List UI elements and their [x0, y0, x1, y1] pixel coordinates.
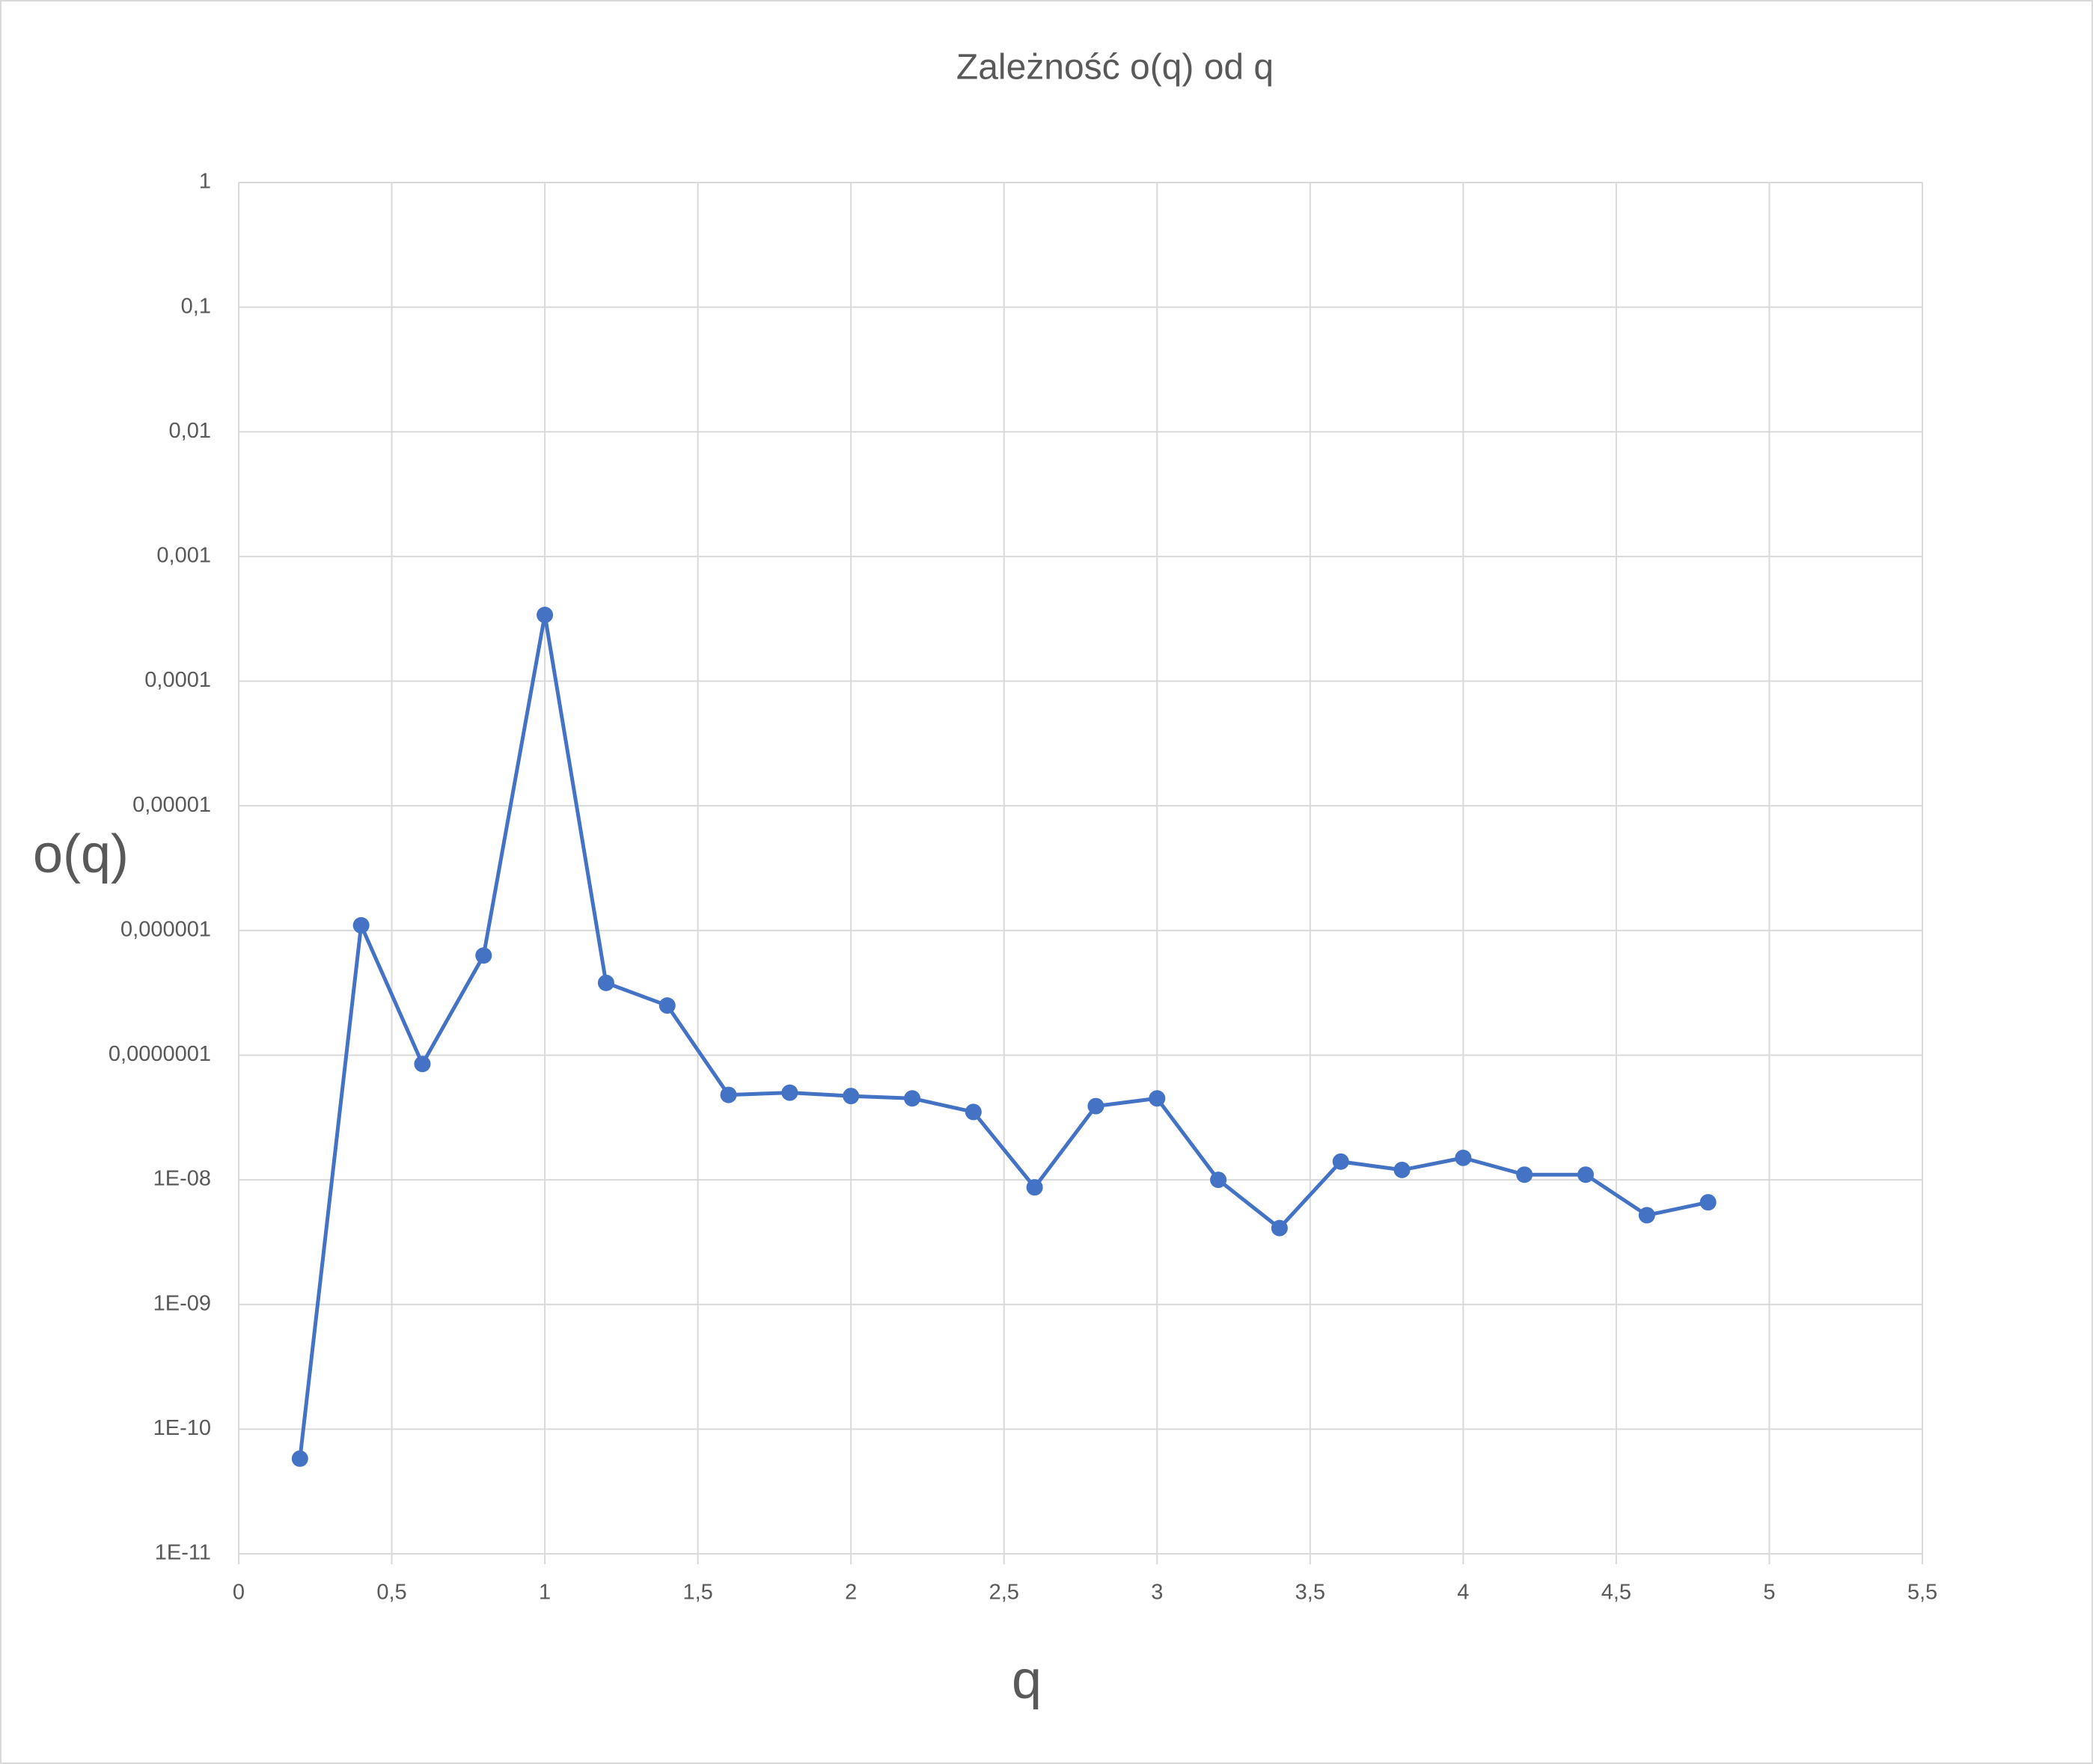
x-tick-label: 3	[1151, 1581, 1163, 1605]
y-tick-label: 0,01	[169, 419, 211, 443]
data-point	[1332, 1153, 1349, 1170]
x-axis-label: q	[1012, 1650, 1042, 1710]
x-tick-label: 4	[1457, 1581, 1469, 1605]
data-point	[352, 916, 370, 934]
data-point	[1516, 1166, 1533, 1183]
x-tick-label: 2,5	[989, 1581, 1019, 1605]
data-point	[537, 606, 554, 623]
y-tick-label: 1E-08	[153, 1167, 211, 1191]
y-tick-label: 1E-09	[153, 1291, 211, 1315]
y-axis-label: o(q)	[33, 824, 129, 884]
x-tick-label: 3,5	[1295, 1581, 1325, 1605]
chart-title: Zależność o(q) od q	[956, 48, 1274, 88]
data-point	[1638, 1207, 1655, 1224]
data-point	[1149, 1090, 1166, 1107]
data-point	[1699, 1194, 1717, 1211]
y-tick-label: 0,0001	[144, 668, 211, 692]
data-point	[1087, 1097, 1104, 1115]
y-tick-label: 0,1	[181, 294, 211, 318]
y-tick-label: 1E-11	[155, 1541, 211, 1565]
data-point	[475, 947, 492, 964]
x-tick-label: 2	[845, 1581, 857, 1605]
data-point	[843, 1088, 860, 1105]
data-point	[1455, 1149, 1472, 1166]
x-tick-label: 1,5	[682, 1581, 712, 1605]
data-point	[720, 1086, 737, 1103]
data-point	[1271, 1219, 1288, 1237]
data-point	[1577, 1166, 1594, 1183]
data-point	[965, 1103, 982, 1121]
y-tick-label: 1E-10	[153, 1416, 211, 1440]
x-tick-label: 5,5	[1907, 1581, 1937, 1605]
y-tick-label: 0,000001	[120, 917, 211, 941]
y-tick-label: 0,0000001	[109, 1042, 211, 1066]
data-point	[1210, 1172, 1227, 1189]
series-line	[298, 613, 1709, 1460]
y-tick-label: 0,001	[156, 544, 211, 568]
x-tick-label: 4,5	[1601, 1581, 1631, 1605]
data-point	[904, 1090, 920, 1107]
data-point	[659, 997, 676, 1014]
x-tick-label: 0	[233, 1581, 245, 1605]
data-point	[1393, 1161, 1411, 1178]
data-point	[781, 1084, 798, 1101]
data-point	[597, 974, 614, 991]
x-tick-label: 0,5	[376, 1581, 406, 1605]
data-point	[414, 1056, 431, 1073]
y-tick-label: 1	[199, 170, 211, 194]
x-tick-label: 5	[1763, 1581, 1775, 1605]
data-point	[1026, 1179, 1043, 1196]
x-tick-label: 1	[539, 1581, 551, 1605]
data-point	[291, 1450, 308, 1467]
y-tick-label: 0,00001	[132, 793, 211, 817]
